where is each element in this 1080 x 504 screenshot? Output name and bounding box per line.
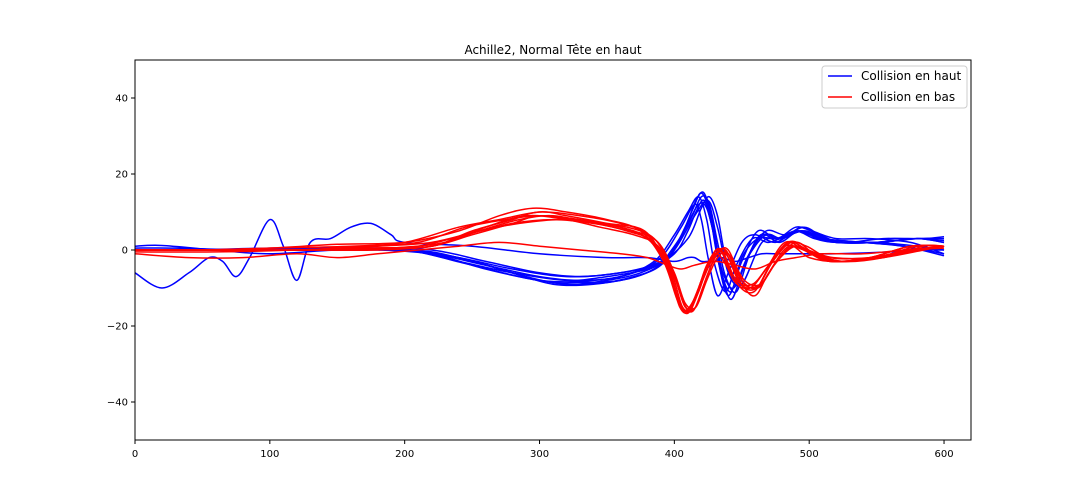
x-axis: 0 100 200 300 400 500 600: [132, 440, 954, 460]
series-line-haut-8: [134, 195, 945, 282]
x-tick-label: 0: [132, 449, 138, 460]
series-line-bas-19: [134, 218, 945, 310]
x-tick-label: 400: [665, 449, 684, 460]
series-line-bas-11: [134, 214, 945, 315]
series-line-haut-9: [134, 199, 945, 287]
series-line-bas-13: [134, 211, 945, 312]
y-tick-label: 40: [115, 94, 128, 105]
series-line-haut-5: [134, 202, 945, 290]
x-tick-label: 500: [800, 449, 819, 460]
legend-box: [821, 65, 968, 109]
series-layer: [134, 191, 945, 315]
series-line-haut-7: [134, 199, 945, 293]
chart-title: Achille2, Normal Tête en haut: [464, 43, 641, 57]
x-tick-label: 600: [934, 449, 953, 460]
y-tick-label: −40: [107, 398, 128, 409]
x-tick-label: 300: [530, 449, 549, 460]
series-line-bas-12: [134, 211, 945, 313]
y-axis: −40 −20 0 20 40: [107, 94, 135, 409]
series-line-bas-14: [134, 207, 945, 312]
x-tick-label: 200: [395, 449, 414, 460]
x-tick-label: 100: [260, 449, 279, 460]
series-line-bas-10: [134, 241, 945, 270]
series-line-bas-17: [134, 214, 945, 313]
series-line-bas-15: [134, 215, 945, 314]
legend-label-collision-en-haut: Collision en haut: [861, 69, 961, 83]
series-line-bas-18: [134, 214, 945, 312]
series-line-bas-16: [134, 218, 945, 312]
y-tick-label: −20: [107, 322, 128, 333]
legend: Collision en haut Collision en bas: [821, 65, 968, 109]
y-tick-label: 0: [122, 246, 128, 257]
y-tick-label: 20: [115, 170, 128, 181]
legend-label-collision-en-bas: Collision en bas: [861, 90, 955, 104]
